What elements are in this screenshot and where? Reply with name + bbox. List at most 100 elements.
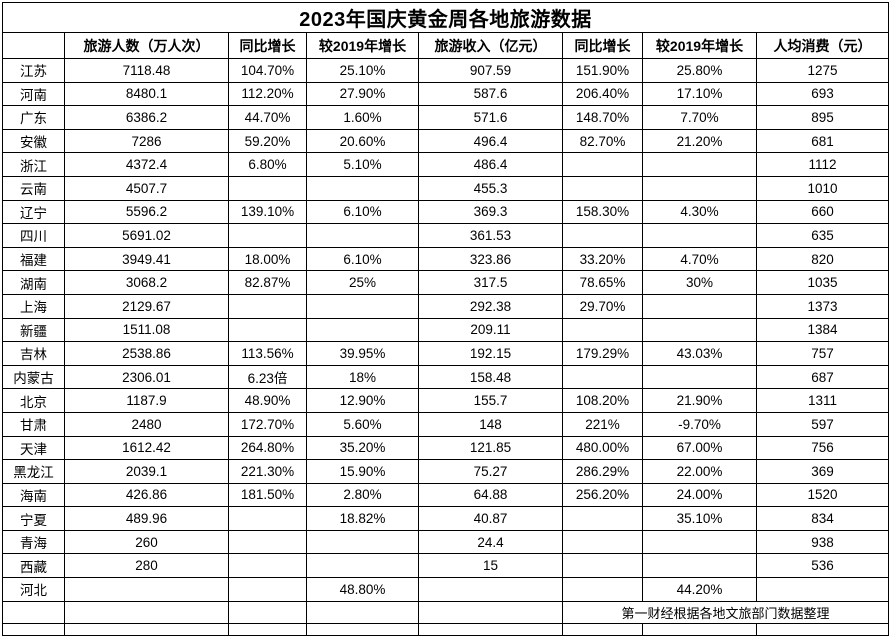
table-row: 北京 1187.9 48.90% 12.90% 155.7 108.20% 21.90% 13… xyxy=(2,388,889,413)
value-cell xyxy=(64,577,229,602)
province-cell: 内蒙古 xyxy=(2,364,65,390)
value-cell: 5596.2 xyxy=(64,199,229,225)
value-cell: 29.70% xyxy=(562,293,643,319)
value-cell: 25% xyxy=(306,270,419,295)
value-cell: 757 xyxy=(756,341,889,366)
value-cell xyxy=(642,223,757,248)
value-cell: 221% xyxy=(562,411,643,437)
value-cell: 4.30% xyxy=(642,199,757,225)
province-cell: 天津 xyxy=(2,435,65,461)
value-cell: 2039.1 xyxy=(64,459,229,484)
footer-empty-cell xyxy=(2,600,65,624)
value-cell xyxy=(562,152,643,177)
column-header-province xyxy=(2,32,65,59)
value-cell: 48.80% xyxy=(306,577,419,602)
table-row: 浙江 4372.4 6.80% 5.10% 486.4 1112 xyxy=(2,152,889,177)
table-row: 安徽 7286 59.20% 20.60% 496.4 82.70% 21.20% 681 xyxy=(2,128,889,154)
value-cell: 292.38 xyxy=(418,293,563,319)
table-row: 吉林 2538.86 113.56% 39.95% 192.15 179.29% 43.03… xyxy=(2,341,889,366)
value-cell xyxy=(306,293,419,319)
table-row: 宁夏 489.96 18.82% 40.87 35.10% 834 xyxy=(2,506,889,531)
value-cell: 895 xyxy=(756,105,889,130)
value-cell: 260 xyxy=(64,529,229,555)
value-cell: 2538.86 xyxy=(64,341,229,366)
value-cell xyxy=(642,364,757,390)
value-cell: 681 xyxy=(756,128,889,154)
value-cell: 179.29% xyxy=(562,341,643,366)
value-cell: 172.70% xyxy=(228,411,307,437)
value-cell: 25.10% xyxy=(306,58,419,83)
province-cell: 河南 xyxy=(2,81,65,107)
value-cell: 1.60% xyxy=(306,105,419,130)
value-cell: 7118.48 xyxy=(64,58,229,83)
value-cell: 1187.9 xyxy=(64,388,229,413)
value-cell xyxy=(228,317,307,343)
value-cell: 181.50% xyxy=(228,482,307,508)
value-cell: 148.70% xyxy=(562,105,643,130)
value-cell: 35.10% xyxy=(642,506,757,531)
value-cell: 4372.4 xyxy=(64,152,229,177)
table-row: 西藏 280 15 536 xyxy=(2,553,889,579)
value-cell xyxy=(562,223,643,248)
value-cell: 660 xyxy=(756,199,889,225)
value-cell xyxy=(228,506,307,531)
value-cell: 12.90% xyxy=(306,388,419,413)
value-cell: 151.90% xyxy=(562,58,643,83)
source-note: 第一财经根据各地文旅部门数据整理 xyxy=(562,600,889,624)
value-cell: 1520 xyxy=(756,482,889,508)
value-cell: 1511.08 xyxy=(64,317,229,343)
value-cell xyxy=(756,577,889,602)
value-cell: 480.00% xyxy=(562,435,643,461)
value-cell: 155.7 xyxy=(418,388,563,413)
value-cell: 1275 xyxy=(756,58,889,83)
header-row: 旅游人数（万人次） 同比增长 较2019年增长 旅游收入（亿元） 同比增长 较2… xyxy=(2,32,889,59)
value-cell: 6.80% xyxy=(228,152,307,177)
value-cell xyxy=(642,152,757,177)
value-cell: 18% xyxy=(306,364,419,390)
value-cell: 687 xyxy=(756,364,889,390)
value-cell: 834 xyxy=(756,506,889,531)
value-cell: -9.70% xyxy=(642,411,757,437)
column-header-vs2019-revenue: 较2019年增长 xyxy=(642,32,757,59)
value-cell: 264.80% xyxy=(228,435,307,461)
value-cell: 820 xyxy=(756,246,889,272)
value-cell: 33.20% xyxy=(562,246,643,272)
column-header-yoy-growth-visitors: 同比增长 xyxy=(228,32,307,59)
province-cell: 上海 xyxy=(2,293,65,319)
value-cell: 426.86 xyxy=(64,482,229,508)
province-cell: 宁夏 xyxy=(2,506,65,531)
value-cell: 59.20% xyxy=(228,128,307,154)
footer-empty-cell xyxy=(418,600,563,624)
province-cell: 浙江 xyxy=(2,152,65,177)
province-cell: 云南 xyxy=(2,175,65,201)
value-cell: 4.70% xyxy=(642,246,757,272)
value-cell: 209.11 xyxy=(418,317,563,343)
value-cell: 2480 xyxy=(64,411,229,437)
value-cell: 1612.42 xyxy=(64,435,229,461)
value-cell: 907.59 xyxy=(418,58,563,83)
table-row: 四川 5691.02 361.53 635 xyxy=(2,223,889,248)
value-cell xyxy=(228,553,307,579)
value-cell: 7.70% xyxy=(642,105,757,130)
ghost-gridline-row xyxy=(2,622,889,636)
footer-empty-cell xyxy=(64,600,229,624)
table-row: 新疆 1511.08 209.11 1384 xyxy=(2,317,889,343)
value-cell: 3949.41 xyxy=(64,246,229,272)
column-header-visitors: 旅游人数（万人次） xyxy=(64,32,229,59)
value-cell: 40.87 xyxy=(418,506,563,531)
value-cell: 1035 xyxy=(756,270,889,295)
value-cell xyxy=(306,223,419,248)
province-cell: 辽宁 xyxy=(2,199,65,225)
value-cell xyxy=(306,175,419,201)
value-cell: 369.3 xyxy=(418,199,563,225)
column-header-revenue: 旅游收入（亿元） xyxy=(418,32,563,59)
value-cell: 1311 xyxy=(756,388,889,413)
value-cell: 6.10% xyxy=(306,246,419,272)
column-header-per-capita-spend: 人均消费（元） xyxy=(756,32,889,59)
value-cell: 1112 xyxy=(756,152,889,177)
province-cell: 北京 xyxy=(2,388,65,413)
value-cell: 4507.7 xyxy=(64,175,229,201)
value-cell: 2129.67 xyxy=(64,293,229,319)
value-cell: 571.6 xyxy=(418,105,563,130)
